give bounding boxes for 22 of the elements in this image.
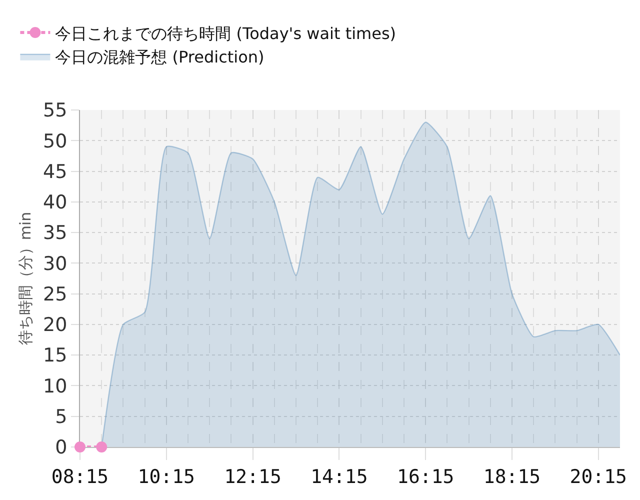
x-tick-label: 14:15 [310, 466, 368, 488]
x-tick-label: 18:15 [483, 466, 541, 488]
y-tick-label: 40 [43, 192, 68, 214]
y-tick-label: 50 [43, 130, 68, 152]
x-tick-label: 10:15 [138, 466, 195, 488]
y-tick-label: 15 [43, 344, 68, 367]
y-tick-label: 20 [43, 314, 68, 336]
y-tick-label: 5 [55, 406, 68, 428]
y-tick-label: 35 [43, 222, 68, 244]
x-tick-label: 16:15 [397, 466, 454, 488]
x-tick-label: 12:15 [224, 466, 282, 488]
y-tick-label: 0 [55, 436, 68, 459]
legend-label: 今日これまでの待ち時間 (Today's wait times) [55, 24, 396, 43]
y-tick-label: 25 [43, 283, 68, 306]
y-tick-label: 45 [43, 160, 68, 183]
legend-label: 今日の混雑予想 (Prediction) [55, 48, 264, 67]
y-tick-label: 55 [43, 100, 68, 122]
y-axis-title: 待ち時間（分）min [16, 212, 34, 346]
x-tick-label: 08:15 [51, 466, 109, 488]
y-tick-label: 30 [43, 252, 68, 275]
x-tick-label: 20:15 [570, 466, 627, 488]
y-tick-label: 10 [43, 375, 68, 398]
